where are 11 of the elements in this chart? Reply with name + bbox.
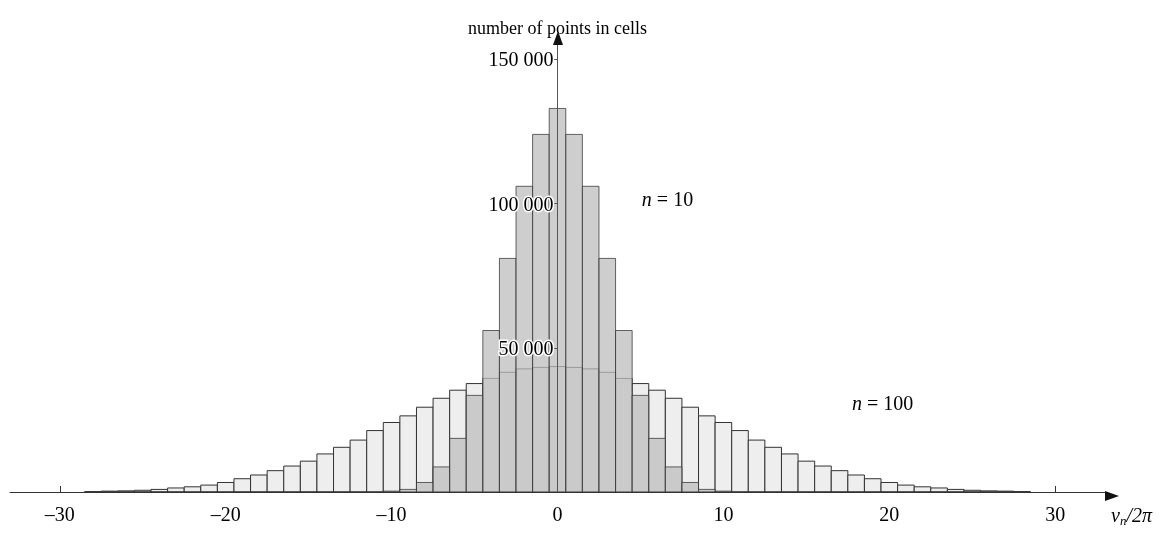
y-axis-title: number of points in cells [468, 18, 647, 38]
x-tick-label: 30 [1045, 503, 1066, 525]
annotation: n = 100 [851, 391, 914, 414]
x-tick-label: 20 [879, 503, 900, 525]
x-tick-label: 10 [713, 503, 734, 525]
annotation: n = 10 [641, 187, 694, 210]
y-tick-label: 150 000 [488, 48, 554, 71]
x-tick-label: –20 [209, 503, 241, 525]
x-tick-label: –10 [375, 503, 407, 525]
x-tick-label: 0 [552, 503, 563, 525]
x-tick-label: –30 [43, 503, 75, 525]
